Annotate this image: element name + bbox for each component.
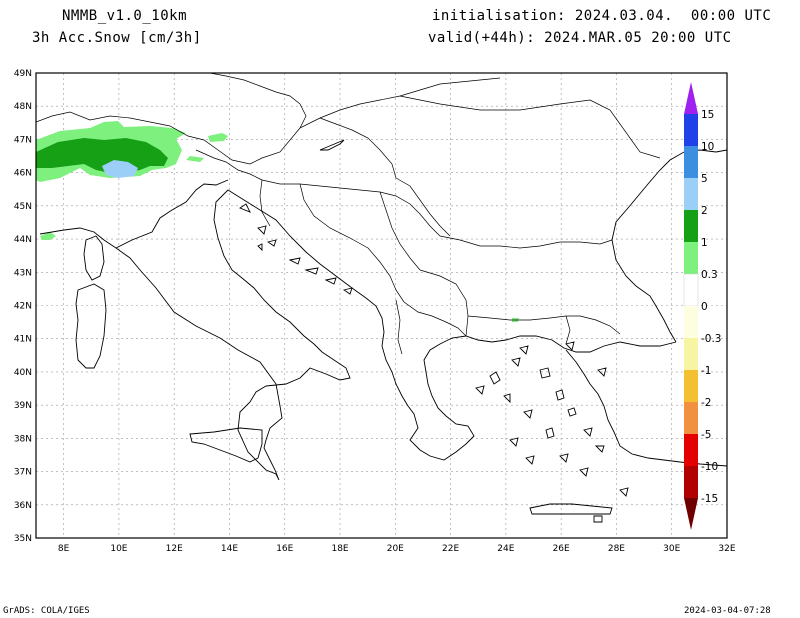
lake-balaton xyxy=(319,139,345,151)
lat-tick-label: 39N xyxy=(14,401,32,411)
lon-tick-label: 30E xyxy=(663,544,680,554)
legend-swatch xyxy=(684,434,698,466)
legend-swatch xyxy=(684,306,698,338)
valid-time: valid(+44h): 2024.MAR.05 20:00 UTC xyxy=(428,30,732,46)
alpine-border xyxy=(36,73,307,165)
axis-labels: 8E 10E 12E 14E 16E 18E 20E 22E 24E 26E 28E 30E 32E 49… xyxy=(14,69,736,554)
legend-label: 2 xyxy=(701,205,708,217)
legend-swatch xyxy=(684,178,698,210)
legend-label: -1 xyxy=(701,365,711,377)
legend-arrow-top xyxy=(684,82,698,114)
lon-tick-label: 8E xyxy=(58,544,70,554)
lat-tick-label: 36N xyxy=(14,501,32,511)
snow-light-blue xyxy=(102,160,138,178)
turkey-coast xyxy=(565,349,727,467)
lat-tick-label: 42N xyxy=(14,302,32,312)
lon-tick-label: 32E xyxy=(718,544,735,554)
balkan-coast xyxy=(227,189,677,461)
lat-tick-label: 45N xyxy=(14,202,32,212)
model-title: NMMB_v1.0_10km xyxy=(62,8,188,24)
sardinia xyxy=(75,283,107,369)
lat-tick-label: 49N xyxy=(14,69,32,79)
north-borders xyxy=(195,77,661,181)
lat-tick-label: 41N xyxy=(14,335,32,345)
legend-label: 15 xyxy=(701,109,714,121)
black-sea-coast xyxy=(611,149,727,343)
dalmatian-islands xyxy=(239,203,353,295)
legend-label: -5 xyxy=(701,429,711,441)
variable-title: 3h Acc.Snow [cm/3h] xyxy=(32,30,202,46)
legend-label: 5 xyxy=(701,173,708,185)
lon-tick-label: 16E xyxy=(276,544,293,554)
snow-patch-1 xyxy=(208,133,228,142)
snow-patch-3 xyxy=(40,232,56,240)
italy-coast xyxy=(39,179,351,481)
legend-label: -10 xyxy=(701,461,718,473)
lon-tick-label: 26E xyxy=(553,544,570,554)
lat-tick-label: 38N xyxy=(14,434,32,444)
legend-swatch xyxy=(684,242,698,274)
lat-tick-label: 47N xyxy=(14,135,32,145)
legend-swatch xyxy=(684,370,698,402)
lat-tick-label: 37N xyxy=(14,468,32,478)
lon-tick-label: 18E xyxy=(331,544,348,554)
lat-tick-label: 40N xyxy=(14,368,32,378)
lat-tick-label: 35N xyxy=(14,534,32,544)
lat-tick-label: 43N xyxy=(14,268,32,278)
lon-tick-label: 20E xyxy=(387,544,404,554)
lon-tick-label: 12E xyxy=(166,544,183,554)
legend-label: 0 xyxy=(701,301,708,313)
balkan-borders xyxy=(259,177,621,355)
snow-field xyxy=(36,121,519,322)
lon-tick-label: 22E xyxy=(442,544,459,554)
grads-credit: GrADS: COLA/IGES xyxy=(3,606,90,616)
legend-label: -2 xyxy=(701,397,711,409)
legend-label: 0.3 xyxy=(701,269,718,281)
legend-label: 10 xyxy=(701,141,714,153)
lon-tick-label: 10E xyxy=(110,544,127,554)
corsica xyxy=(83,235,105,281)
map-grid xyxy=(36,73,727,538)
legend-arrow-bottom xyxy=(684,498,698,530)
snow-patch-2 xyxy=(186,156,204,162)
crete xyxy=(529,503,613,515)
init-time: initialisation: 2024.03.04. 00:00 UTC xyxy=(432,8,772,24)
legend-swatch xyxy=(684,402,698,434)
legend-swatch xyxy=(684,466,698,498)
plot-timestamp: 2024-03-04-07:28 xyxy=(684,606,771,616)
aegean-islands xyxy=(475,341,629,523)
legend-swatch xyxy=(684,338,698,370)
legend-label: -15 xyxy=(701,493,718,505)
lon-tick-label: 14E xyxy=(221,544,238,554)
color-legend: 15 10 5 2 1 0.3 0 -0.3 -1 -2 -5 -10 -15 xyxy=(683,82,722,530)
legend-swatch xyxy=(684,114,698,146)
legend-label: -0.3 xyxy=(701,333,722,345)
snow-green xyxy=(36,138,168,174)
lon-tick-label: 28E xyxy=(608,544,625,554)
coastlines xyxy=(39,139,727,523)
lat-tick-label: 48N xyxy=(14,102,32,112)
lon-tick-label: 24E xyxy=(497,544,514,554)
lat-tick-label: 44N xyxy=(14,235,32,245)
legend-swatch xyxy=(683,273,699,307)
borders xyxy=(36,73,661,355)
legend-swatch xyxy=(684,210,698,242)
legend-label: 1 xyxy=(701,237,708,249)
map-frame xyxy=(35,72,728,539)
legend-swatch xyxy=(684,146,698,178)
sicily xyxy=(189,427,263,463)
lat-tick-label: 46N xyxy=(14,169,32,179)
